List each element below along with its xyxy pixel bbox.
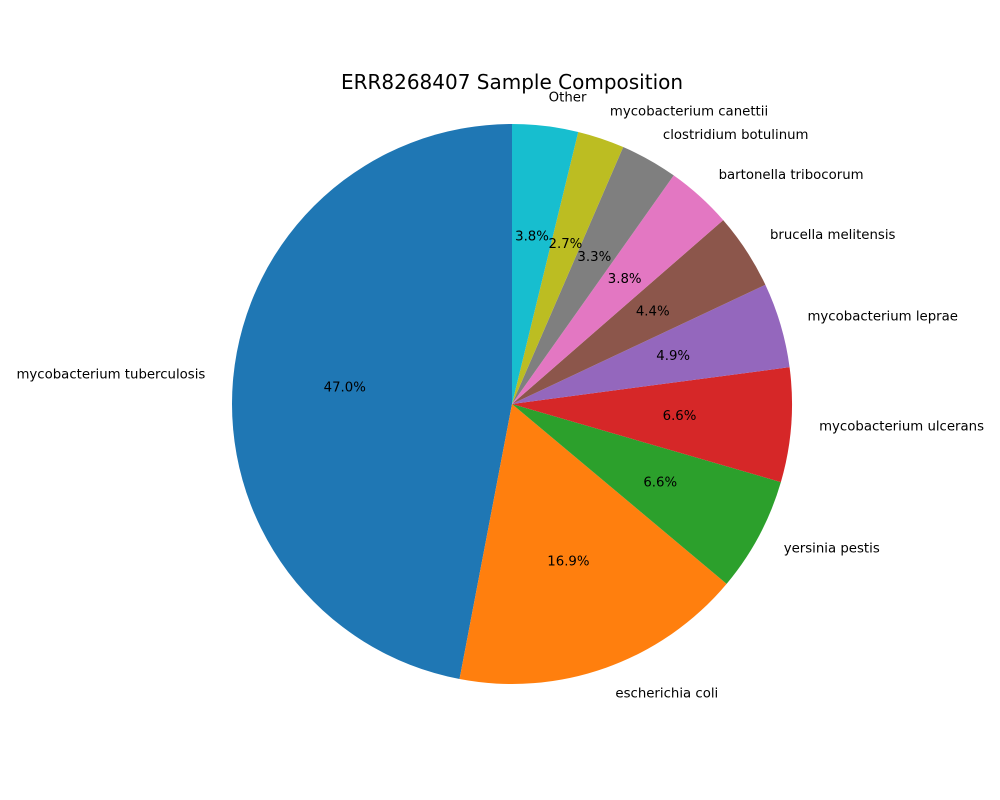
- slice-percentage-label: 4.4%: [636, 305, 670, 320]
- percentage-labels: 47.0%16.9%6.6%6.6%4.9%4.4%3.8%3.3%2.7%3.…: [324, 230, 697, 570]
- slice-percentage-label: 3.3%: [577, 250, 611, 265]
- slice-percentage-label: 47.0%: [324, 381, 366, 396]
- pie-slice: [512, 284, 790, 404]
- slice-percentage-label: 6.6%: [663, 409, 697, 424]
- slice-category-label: Other: [549, 91, 587, 106]
- pie-slice: [231, 124, 512, 680]
- slice-category-label: mycobacterium leprae: [807, 310, 957, 325]
- slice-category-label: bartonella tribocorum: [719, 168, 864, 183]
- pie-slice: [512, 124, 579, 404]
- pie-slice: [512, 175, 724, 404]
- pie-slices: [231, 124, 793, 684]
- category-labels: mycobacterium tuberculosis escherichia co…: [16, 91, 984, 702]
- pie-slice: [512, 404, 781, 584]
- slice-category-label: brucella melitensis: [770, 228, 896, 243]
- slice-percentage-label: 4.9%: [656, 349, 690, 364]
- slice-percentage-label: 2.7%: [549, 237, 583, 252]
- slice-category-label: mycobacterium tuberculosis: [16, 368, 205, 383]
- slice-category-label: escherichia coli: [615, 687, 718, 702]
- slice-percentage-label: 3.8%: [608, 272, 642, 287]
- slice-category-label: clostridium botulinum: [663, 128, 809, 143]
- pie-slice: [512, 147, 674, 405]
- slice-category-label: mycobacterium ulcerans: [819, 420, 984, 435]
- pie-slice: [512, 131, 624, 404]
- slice-category-label: yersinia pestis: [784, 541, 880, 556]
- slice-percentage-label: 3.8%: [515, 230, 549, 245]
- pie-slice: [459, 404, 727, 684]
- chart-title: ERR8268407 Sample Composition: [341, 70, 683, 94]
- pie-slice: [512, 367, 793, 483]
- slice-percentage-label: 16.9%: [547, 555, 589, 570]
- pie-slice: [512, 220, 766, 404]
- slice-category-label: mycobacterium canettii: [610, 104, 768, 119]
- slice-percentage-label: 6.6%: [643, 476, 677, 491]
